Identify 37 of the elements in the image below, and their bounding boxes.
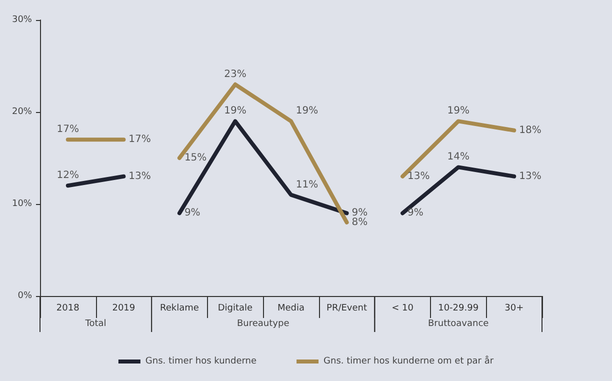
legend-label: Gns. timer hos kunderne om et par år: [324, 356, 494, 366]
data-label: 18%: [519, 124, 542, 136]
y-tick-label: 10%: [12, 199, 32, 209]
y-tick-label: 30%: [12, 15, 32, 25]
data-label: 8%: [352, 216, 368, 228]
x-tick-label: PR/Event: [326, 304, 368, 314]
data-label: 12%: [56, 170, 80, 182]
x-tick-label: Media: [277, 304, 305, 314]
data-label: 11%: [296, 179, 318, 190]
data-label: 13%: [128, 170, 151, 182]
text: Bruttoavance: [428, 319, 490, 329]
data-label: 9%: [184, 208, 200, 219]
x-tick-label: 2018: [56, 304, 80, 314]
data-label: 9%: [408, 208, 424, 219]
line-series: [177, 82, 349, 224]
data-label: 19%: [296, 106, 318, 117]
data-label: 14%: [447, 152, 470, 163]
y-tick-label: 20%: [12, 107, 32, 117]
data-label: 13%: [519, 170, 542, 182]
data-label: 19%: [447, 106, 470, 117]
x-tick-label: Digitale: [218, 304, 254, 314]
data-label: 17%: [56, 124, 80, 136]
data-label: 9%: [352, 208, 368, 219]
text: Bureautype: [236, 319, 290, 329]
x-tick-label: 10-29.99: [438, 304, 479, 314]
text: Total: [84, 319, 106, 329]
data-label: 15%: [184, 152, 207, 164]
data-label: 23%: [224, 68, 246, 80]
data-label: 17%: [128, 134, 151, 146]
x-tick-label: Reklame: [160, 304, 200, 314]
x-tick-label: 2019: [112, 304, 136, 314]
x-tick-label: 30+: [504, 304, 524, 314]
data-label: 19%: [224, 106, 246, 117]
y-tick-label: 0%: [18, 291, 32, 301]
data-label: 13%: [408, 170, 430, 182]
x-tick-label: < 10: [392, 304, 414, 314]
legend-label: Gns. timer hos kunderne: [145, 356, 257, 366]
